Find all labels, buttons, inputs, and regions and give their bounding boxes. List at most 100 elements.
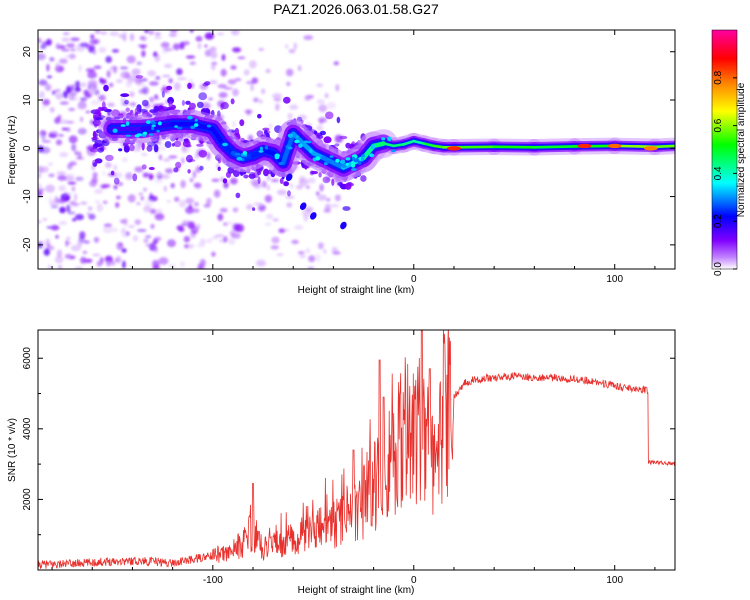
noise-blob bbox=[154, 213, 165, 221]
noise-blob bbox=[153, 51, 158, 58]
noise-blob bbox=[113, 66, 117, 74]
noise-blob bbox=[115, 202, 120, 208]
noise-blob bbox=[199, 238, 206, 246]
noise-blob bbox=[106, 70, 111, 78]
cluster-blob bbox=[185, 154, 193, 163]
noise-blob bbox=[119, 219, 127, 224]
cluster-blob bbox=[189, 102, 196, 110]
noise-blob bbox=[213, 189, 221, 198]
noise-blob bbox=[276, 253, 284, 256]
noise-blob bbox=[326, 102, 337, 110]
noise-blob bbox=[105, 162, 112, 169]
colorbar-tick-label: 0.0 bbox=[713, 262, 724, 276]
ridge-bead bbox=[387, 136, 392, 142]
noise-blob bbox=[67, 181, 77, 185]
noise-blob bbox=[134, 77, 143, 85]
cluster-blob bbox=[227, 129, 236, 133]
noise-blob bbox=[100, 184, 107, 190]
noise-blob bbox=[57, 175, 67, 181]
x-tick-label: 100 bbox=[606, 575, 623, 586]
cluster-blob bbox=[117, 113, 124, 119]
noise-blob bbox=[113, 164, 117, 171]
spectrogram-ridge-beads bbox=[112, 115, 396, 171]
noise-blob bbox=[197, 263, 203, 269]
x-tick-label: 0 bbox=[411, 274, 417, 285]
noise-blob bbox=[172, 43, 181, 51]
noise-blob bbox=[168, 155, 178, 159]
noise-blob bbox=[80, 116, 84, 123]
cluster-blob bbox=[203, 108, 211, 116]
ridge-bead bbox=[125, 134, 132, 137]
noise-blob bbox=[41, 105, 46, 110]
x-tick-label: 100 bbox=[606, 274, 623, 285]
noise-blob bbox=[38, 220, 42, 224]
cluster-blob bbox=[316, 139, 324, 147]
ridge-bead bbox=[151, 126, 155, 131]
noise-blob bbox=[228, 238, 236, 245]
noise-blob bbox=[204, 49, 212, 57]
ridge-bead bbox=[136, 133, 142, 137]
noise-blob bbox=[203, 203, 211, 208]
cluster-blob bbox=[262, 127, 270, 131]
noise-blob bbox=[270, 245, 279, 250]
cluster-blob bbox=[334, 143, 340, 147]
ridge-bead bbox=[264, 145, 269, 150]
cluster-blob bbox=[206, 115, 214, 119]
noise-blob bbox=[285, 195, 295, 199]
cluster-blob bbox=[105, 116, 112, 121]
ridge-bead bbox=[353, 157, 360, 163]
noise-blob bbox=[74, 80, 81, 89]
cluster-blob bbox=[323, 136, 332, 144]
noise-blob bbox=[129, 33, 135, 42]
noise-blob bbox=[41, 41, 50, 46]
noise-blob bbox=[154, 179, 164, 184]
noise-blob bbox=[140, 196, 144, 201]
noise-blob bbox=[67, 211, 76, 215]
snr-ticks: -100 0 100 2000 4000 6000 bbox=[22, 330, 675, 586]
colorbar-frame bbox=[711, 29, 738, 270]
noise-blob bbox=[58, 58, 68, 64]
ridge-bead bbox=[295, 135, 299, 139]
noise-blob bbox=[194, 183, 202, 190]
noise-blob bbox=[92, 253, 101, 257]
noise-blob bbox=[110, 260, 116, 266]
noise-blob bbox=[237, 56, 246, 60]
cluster-blob bbox=[198, 135, 207, 144]
noise-blob bbox=[87, 71, 97, 79]
ridge-bead bbox=[194, 118, 198, 122]
cluster-blob bbox=[101, 101, 106, 109]
noise-blob bbox=[54, 117, 61, 124]
noise-blob bbox=[41, 79, 45, 86]
noise-blob bbox=[266, 213, 274, 220]
streak-blob bbox=[299, 202, 307, 210]
snr-x-axis-label: Height of straight line (km) bbox=[298, 585, 415, 596]
noise-blob bbox=[87, 79, 98, 88]
noise-blob bbox=[93, 236, 100, 243]
noise-blob bbox=[66, 43, 75, 48]
cluster-blob bbox=[175, 161, 182, 169]
cluster-blob bbox=[304, 163, 308, 170]
y-tick-label: 0 bbox=[22, 145, 33, 151]
noise-blob bbox=[232, 120, 236, 128]
ridge-segment bbox=[392, 143, 406, 148]
noise-blob bbox=[149, 192, 153, 200]
cluster-blob bbox=[146, 114, 153, 118]
noise-blob bbox=[335, 84, 340, 92]
noise-blob bbox=[289, 183, 294, 189]
noise-blob bbox=[136, 61, 142, 66]
cluster-blob bbox=[313, 130, 318, 135]
noise-blob bbox=[316, 191, 320, 196]
cluster-blob bbox=[360, 133, 366, 142]
noise-blob bbox=[55, 234, 59, 239]
noise-blob bbox=[190, 30, 194, 33]
noise-blob bbox=[268, 123, 272, 130]
noise-blob bbox=[298, 178, 309, 187]
noise-blob bbox=[149, 208, 157, 214]
cluster-blob bbox=[126, 112, 133, 119]
noise-blob bbox=[38, 165, 44, 174]
noise-blob bbox=[266, 184, 270, 191]
cluster-blob bbox=[134, 107, 141, 114]
y-tick-label: 2000 bbox=[22, 488, 33, 511]
noise-blob bbox=[116, 242, 124, 251]
noise-blob bbox=[141, 50, 146, 58]
